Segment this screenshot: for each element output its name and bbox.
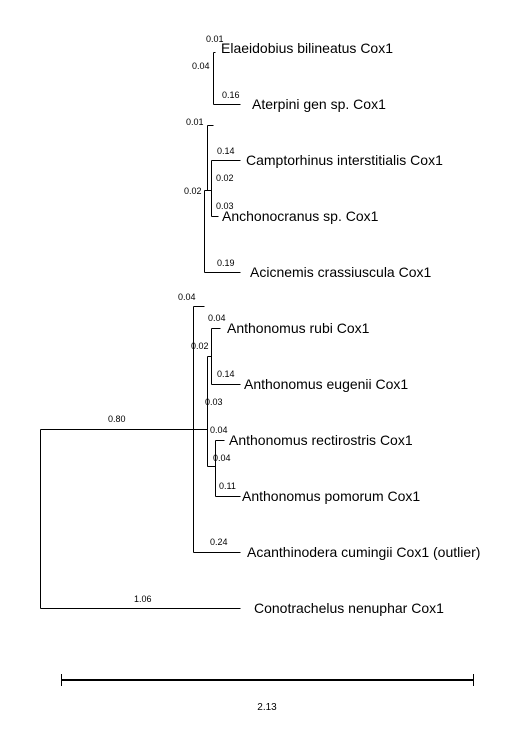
branch-length-label: 1.06 [134, 594, 152, 604]
taxon-label: Anthonomus rectirostris Cox1 [229, 432, 413, 448]
branch-length-label: 0.02 [184, 186, 202, 196]
branch-length-label: 0.04 [192, 61, 210, 71]
taxon-label: Acanthinodera cumingii Cox1 (outlier) [247, 544, 480, 560]
scale-bar: 2.13 [61, 674, 474, 713]
branch-length-label: 0.04 [213, 453, 231, 463]
taxon-labels: Elaeidobius bilineatus Cox1 Aterpini gen… [221, 40, 480, 616]
taxon-label: Aterpini gen sp. Cox1 [252, 96, 386, 112]
taxon-label: Acicnemis crassiuscula Cox1 [250, 264, 431, 280]
taxon-label: Anchonocranus sp. Cox1 [222, 208, 379, 224]
branch-length-label: 0.19 [217, 258, 235, 268]
taxon-label: Elaeidobius bilineatus Cox1 [221, 40, 393, 56]
taxon-label: Conotrachelus nenuphar Cox1 [254, 600, 444, 616]
branch-length-label: 0.01 [206, 34, 224, 44]
branch-length-label: 0.01 [186, 117, 204, 127]
branch-length-label: 0.14 [217, 369, 235, 379]
taxon-label: Camptorhinus interstitialis Cox1 [246, 152, 443, 168]
taxon-label: Anthonomus eugenii Cox1 [244, 376, 408, 392]
branch-length-label: 0.04 [210, 425, 228, 435]
branch-length-label: 0.03 [205, 397, 223, 407]
scale-bar-label: 2.13 [257, 702, 277, 713]
branch-length-label: 0.04 [178, 292, 196, 302]
branch-length-label: 0.16 [222, 90, 240, 100]
branch-length-label: 0.02 [216, 173, 234, 183]
branch-length-label: 0.02 [191, 341, 209, 351]
taxon-label: Anthonomus rubi Cox1 [227, 320, 370, 336]
taxon-label: Anthonomus pomorum Cox1 [242, 488, 420, 504]
branch-length-label: 0.04 [208, 313, 226, 323]
branch-length-label: 0.11 [219, 481, 236, 491]
branch-length-label: 0.24 [210, 537, 228, 547]
tree-branches [40, 52, 241, 609]
branch-length-label: 0.80 [108, 414, 126, 424]
branch-length-label: 0.14 [217, 146, 235, 156]
branch-length-labels: 0.01 0.16 0.14 0.03 0.19 0.04 0.14 0.04 … [108, 34, 240, 604]
branch-length-label: 0.03 [216, 201, 234, 211]
